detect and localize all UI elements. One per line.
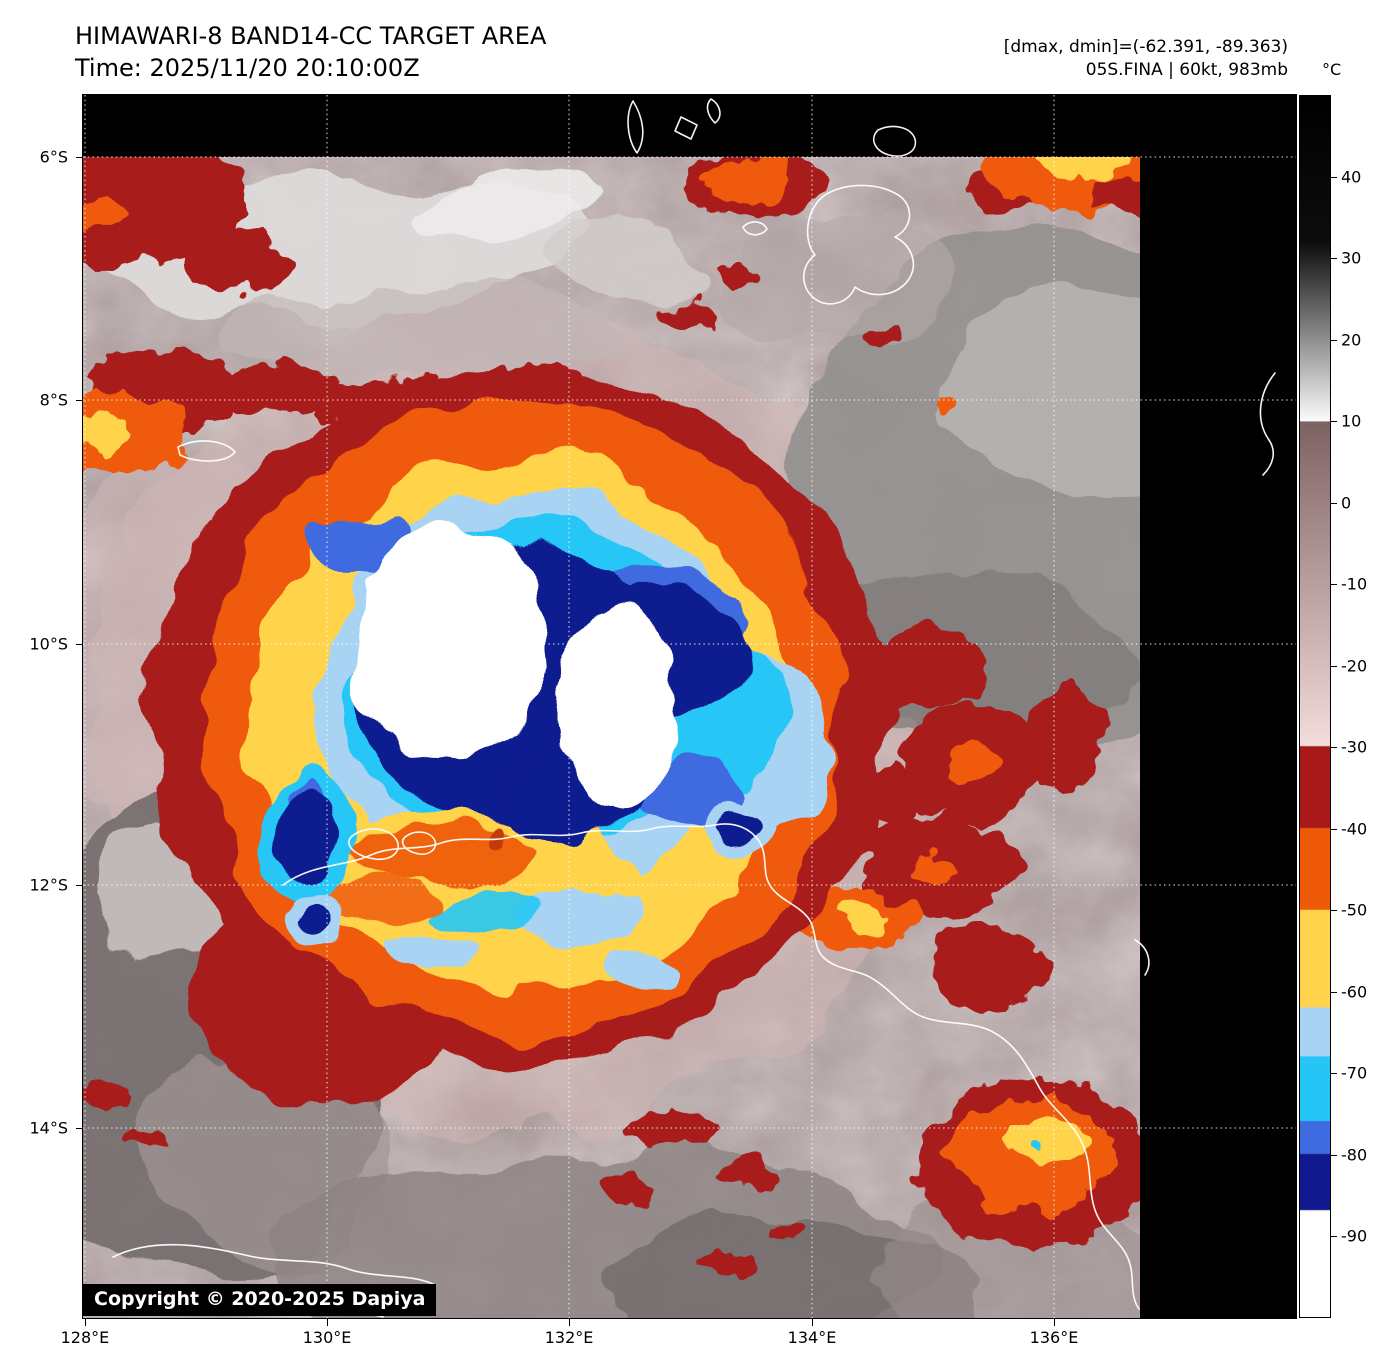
lat-tick-label: 10°S xyxy=(29,634,68,654)
colorbar-ticks: 40 30 20 10 0 -10 -20 -30 -40 -50 -60 -70 -80 -90 xyxy=(1331,95,1388,1318)
lat-tickmark xyxy=(76,644,83,645)
colorbar-tickmark xyxy=(1331,991,1337,993)
satellite-image xyxy=(83,95,1296,1318)
colorbar-tick-label: -60 xyxy=(1341,982,1368,1002)
copyright-badge: Copyright © 2020-2025 Dapiya xyxy=(83,1284,437,1316)
colorbar-tick-label: -20 xyxy=(1341,656,1368,676)
lat-tick-label: 6°S xyxy=(39,147,68,167)
lon-tick-label: 128°E xyxy=(60,1328,110,1347)
colorbar-tick-label: 20 xyxy=(1341,330,1362,350)
lat-tick-label: 14°S xyxy=(29,1118,68,1138)
colorbar-tick-label: -40 xyxy=(1341,819,1368,839)
colorbar-tickmark xyxy=(1331,176,1337,178)
colorbar-tickmark xyxy=(1331,910,1337,912)
lon-tick-label: 134°E xyxy=(787,1328,837,1347)
colorbar-tick-label: 40 xyxy=(1341,167,1362,187)
lon-tick-label: 132°E xyxy=(544,1328,594,1347)
colorbar-gradient xyxy=(1299,95,1331,1318)
lat-tick-label: 8°S xyxy=(39,390,68,410)
lon-tickmark xyxy=(1054,1319,1055,1326)
colorbar: 40 30 20 10 0 -10 -20 -30 -40 -50 -60 -70 -80 -90 xyxy=(1299,95,1367,1318)
timestamp: Time: 2025/11/20 20:10:00Z xyxy=(75,54,420,82)
colorbar-tick-label: -70 xyxy=(1341,1063,1368,1083)
graticule xyxy=(83,95,1296,1318)
storm-id-intensity: 05S.FINA | 60kt, 983mb xyxy=(1085,60,1288,80)
satellite-data-area xyxy=(83,157,1140,1318)
title-block: HIMAWARI-8 BAND14-CC TARGET AREA Time: 2… xyxy=(75,20,546,84)
colorbar-tick-label: 30 xyxy=(1341,248,1362,268)
colorbar-tickmark xyxy=(1331,502,1337,504)
satellite-map: Copyright © 2020-2025 Dapiya xyxy=(82,94,1297,1319)
colorbar-tick-label: -30 xyxy=(1341,737,1368,757)
lat-tickmark xyxy=(76,1128,83,1130)
colorbar-tickmark xyxy=(1331,421,1337,423)
colorbar-tickmark xyxy=(1331,828,1337,830)
lon-axis: 128°E 130°E 132°E 134°E 136°E xyxy=(61,1319,1296,1359)
colorbar-tick-label: -80 xyxy=(1341,1145,1368,1165)
colorbar-tickmark xyxy=(1331,747,1337,749)
colorbar-tickmark xyxy=(1331,665,1337,667)
lat-tick-label: 12°S xyxy=(29,875,68,895)
colorbar-tickmark xyxy=(1331,1236,1337,1238)
lon-tickmark xyxy=(84,1319,86,1326)
lat-tickmark xyxy=(76,400,83,402)
colorbar-tick-label: -50 xyxy=(1341,900,1368,920)
colorbar-tick-label: -10 xyxy=(1341,574,1368,594)
lon-tickmark xyxy=(327,1319,329,1326)
dmax-dmin-readout: [dmax, dmin]=(-62.391, -89.363) xyxy=(1003,37,1288,57)
colorbar-unit-label: °C xyxy=(1322,60,1342,79)
lon-tick-label: 130°E xyxy=(302,1328,352,1347)
colorbar-tickmark xyxy=(1331,1154,1337,1156)
lat-axis: 6°S 8°S 10°S 12°S 14°S xyxy=(0,95,83,1318)
colorbar-tick-label: 10 xyxy=(1341,411,1362,431)
lon-tick-label: 136°E xyxy=(1029,1328,1079,1347)
colorbar-tickmark xyxy=(1331,258,1337,260)
page-title: HIMAWARI-8 BAND14-CC TARGET AREA xyxy=(75,22,547,50)
colorbar-tick-label: -90 xyxy=(1341,1226,1368,1246)
colorbar-tickmark xyxy=(1331,339,1337,341)
storm-core-art xyxy=(150,370,890,1102)
lat-tickmark xyxy=(76,885,83,887)
lon-tickmark xyxy=(569,1319,571,1326)
lat-tickmark xyxy=(76,157,83,158)
colorbar-tickmark xyxy=(1331,584,1337,586)
info-block: [dmax, dmin]=(-62.391, -89.363) 05S.FINA… xyxy=(1004,36,1288,82)
colorbar-tick-label: 0 xyxy=(1341,493,1352,513)
colorbar-tickmark xyxy=(1331,1073,1337,1075)
lon-tickmark xyxy=(812,1319,813,1326)
